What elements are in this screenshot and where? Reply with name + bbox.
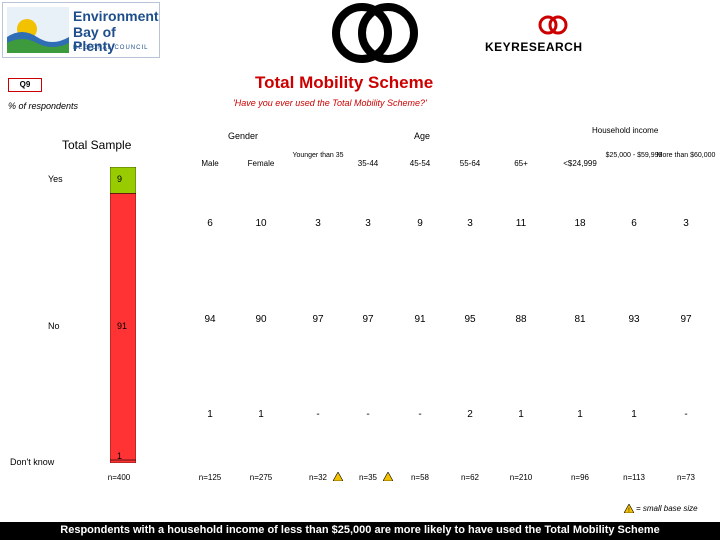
column-header: 65+: [514, 159, 528, 168]
total-bar-segment: [110, 193, 136, 461]
column-base: n=275: [249, 473, 273, 482]
table-cell: 93: [628, 314, 640, 325]
total-sample-bar: [110, 167, 136, 463]
column-base: n=35: [358, 473, 378, 482]
table-cell: 97: [362, 314, 374, 325]
total-bar-category: Yes: [48, 174, 63, 185]
table-cell: 3: [365, 218, 371, 229]
group-age-label: Age: [414, 131, 431, 141]
table-cell: 1: [258, 409, 264, 420]
column-base: n=125: [198, 473, 222, 482]
legend-text: = small base size: [636, 504, 698, 513]
total-base: n=400: [107, 473, 131, 482]
chart-subtitle: 'Have you ever used the Total Mobility S…: [233, 98, 427, 108]
table-cell: -: [366, 409, 370, 420]
table-cell: 91: [414, 314, 426, 325]
table-cell: 6: [207, 218, 213, 229]
environment-bop-logo: Environment Bay of Plenty REGIONAL COUNC…: [2, 2, 160, 58]
column-base: n=58: [410, 473, 430, 482]
column-base: n=113: [623, 473, 645, 482]
question-code: Q9: [8, 78, 42, 92]
small-base-warning-icon: [383, 472, 393, 481]
column-header: Male: [201, 159, 219, 168]
table-cell: 1: [631, 409, 637, 420]
table-cell: 3: [467, 218, 473, 229]
group-gender-label: Gender: [228, 131, 259, 141]
total-bar-value: 91: [117, 320, 128, 331]
column-header: 55-64: [459, 159, 481, 168]
column-header: <$24,999: [563, 159, 597, 168]
footer-bar: [0, 522, 720, 540]
table-cell: 2: [467, 409, 473, 420]
column-base: n=32: [308, 473, 328, 482]
chart-title: Total Mobility Scheme: [255, 73, 434, 92]
column-header: Younger than 35: [292, 152, 344, 159]
table-cell: 1: [207, 409, 213, 420]
table-cell: 81: [574, 314, 586, 325]
total-bar-category: No: [48, 320, 60, 331]
org-line1: Environment: [73, 8, 159, 24]
table-cell: 10: [255, 218, 267, 229]
table-cell: 6: [631, 218, 637, 229]
table-cell: 3: [315, 218, 321, 229]
ebop-emblem-icon: [7, 7, 69, 53]
total-bar-value: 9: [117, 174, 123, 185]
column-header: Female: [247, 159, 275, 168]
total-bar-segment: [110, 459, 136, 463]
table-cell: 90: [255, 314, 267, 325]
column-base: n=210: [509, 473, 533, 482]
small-base-warning-icon: [333, 472, 343, 481]
table-cell: 18: [574, 218, 586, 229]
total-bar-category: Don't know: [10, 457, 55, 467]
column-header: 35-44: [357, 159, 379, 168]
column-base: n=73: [676, 473, 696, 482]
table-cell: -: [316, 409, 320, 420]
table-cell: 1: [518, 409, 524, 420]
table-cell: 11: [515, 218, 527, 229]
table-cell: 97: [680, 314, 692, 325]
column-header: 45-54: [409, 159, 431, 168]
column-base: n=62: [460, 473, 480, 482]
table-cell: 1: [577, 409, 583, 420]
table-cell: 3: [683, 218, 689, 229]
rings-logo-icon: [332, 3, 418, 63]
table-cell: 88: [515, 314, 527, 325]
keyresearch-wordmark: KEYRESEARCH: [485, 40, 583, 54]
column-base: n=96: [570, 473, 590, 482]
table-cell: -: [684, 409, 688, 420]
table-cell: 97: [312, 314, 324, 325]
keyresearch-rings-icon: [538, 15, 568, 35]
column-header: More than $60,000: [656, 152, 716, 159]
percent-label: % of respondents: [8, 101, 79, 111]
table-cell: 95: [464, 314, 476, 325]
total-sample-label: Total Sample: [62, 138, 132, 152]
org-line2: Bay of Plenty: [73, 24, 116, 54]
table-cell: -: [418, 409, 422, 420]
table-cell: 94: [204, 314, 216, 325]
column-header: $25,000 - $59,999: [605, 152, 663, 159]
footer-text: Respondents with a household income of l…: [60, 524, 660, 536]
total-bar-segment: [110, 167, 136, 194]
table-cell: 9: [417, 218, 423, 229]
org-line3: REGIONAL COUNCIL: [73, 45, 149, 51]
small-base-warning-icon: !: [624, 504, 634, 513]
total-bar-value: 1: [117, 451, 123, 461]
group-income-label: Household income: [592, 126, 659, 135]
svg-text:!: !: [628, 508, 630, 513]
